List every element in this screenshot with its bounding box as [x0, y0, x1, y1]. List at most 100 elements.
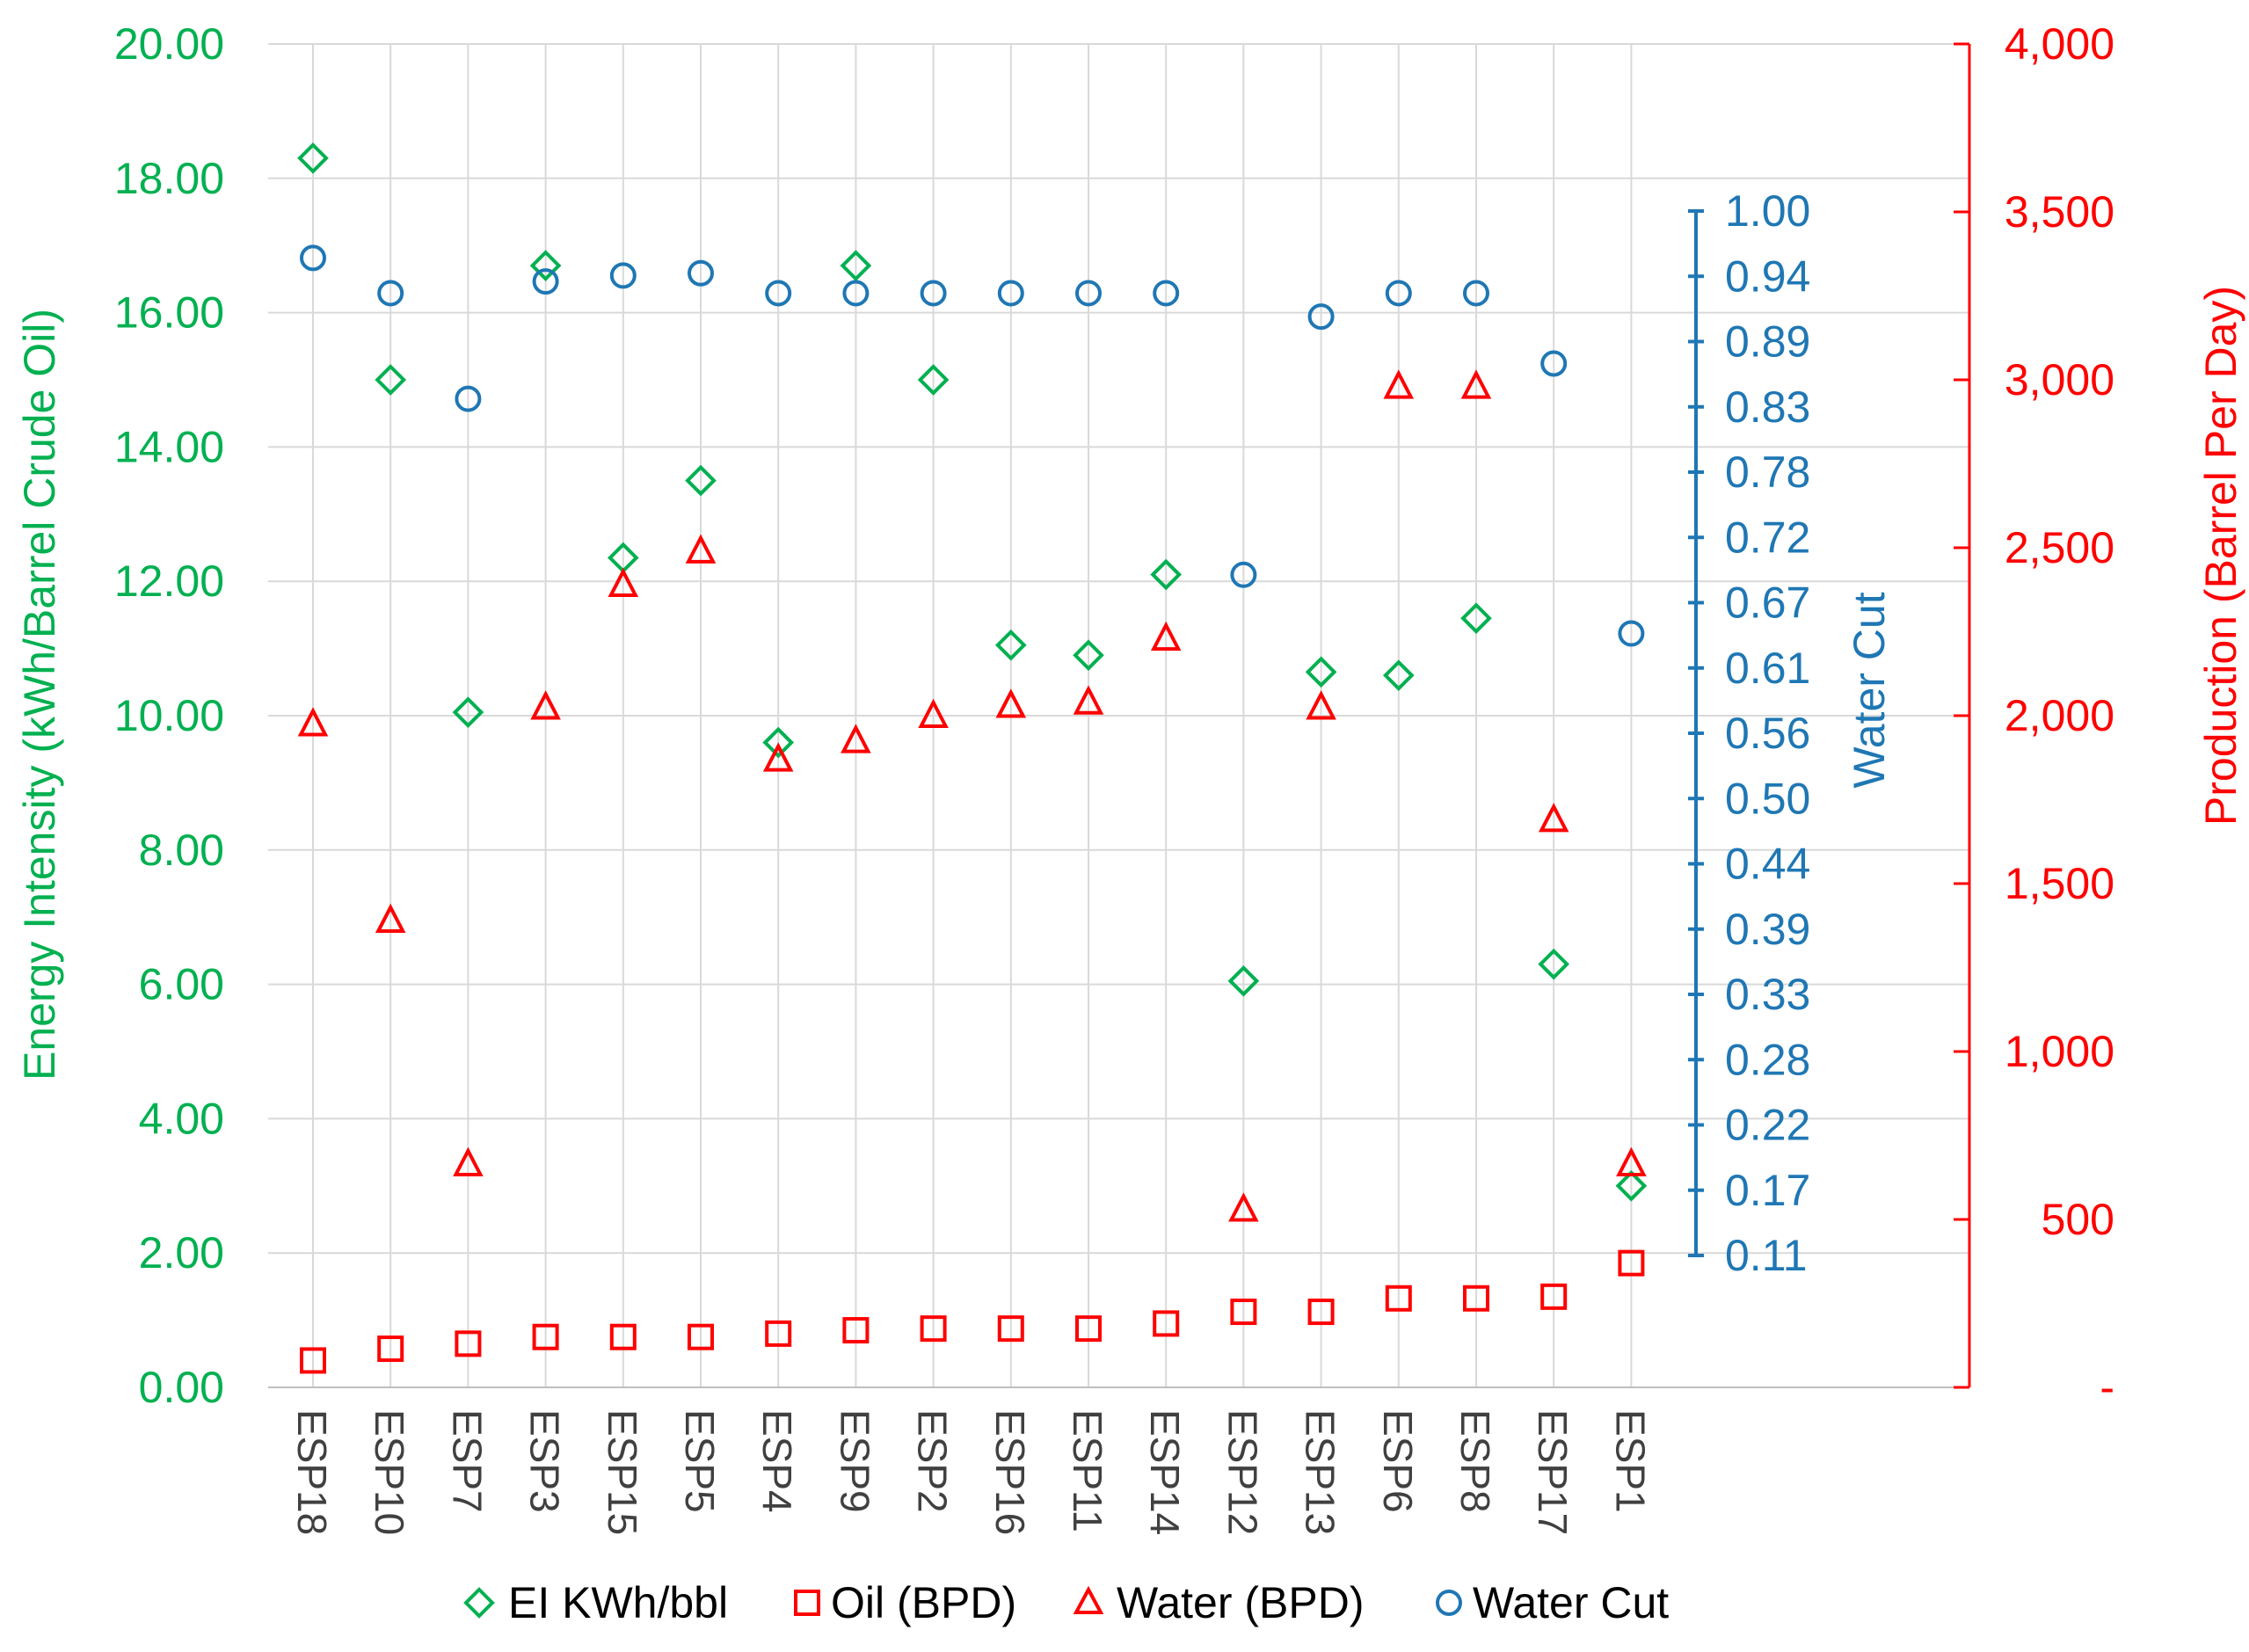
right-tick-label: 3,000 [2005, 355, 2114, 404]
oil-square-marker [1153, 1310, 1180, 1337]
category-tick-label: ESP10 [367, 1409, 412, 1535]
water-cut-circle-marker [609, 262, 637, 289]
water-triangle-marker [1306, 690, 1336, 720]
water-triangle-marker [918, 698, 949, 728]
category-tick-label: ESP14 [1142, 1409, 1188, 1535]
oil-square-marker [765, 1320, 792, 1347]
oil-square-marker [609, 1323, 637, 1350]
water-cut-tick-label: 0.83 [1725, 382, 1810, 432]
category-tick-label: ESP2 [910, 1409, 956, 1513]
category-tick-label: ESP1 [1607, 1409, 1653, 1513]
water-cut-tick-label: 0.94 [1725, 251, 1810, 301]
right-tick-label: 2,500 [2005, 523, 2114, 572]
water-triangle-marker [1460, 369, 1492, 399]
oil-square-marker [842, 1317, 870, 1344]
category-tick-label: ESP4 [754, 1409, 800, 1513]
legend-square-marker [794, 1590, 820, 1616]
ei-diamond-marker [762, 726, 795, 759]
ei-diamond-marker [297, 142, 329, 174]
oil-square-marker [920, 1315, 947, 1343]
water-cut-axis-title: Water Cut [1845, 592, 1894, 788]
water-cut-tick-label: 0.72 [1725, 513, 1810, 562]
water-cut-circle-marker [455, 385, 482, 412]
ei-diamond-marker [1538, 948, 1570, 980]
category-tick-label: ESP12 [1219, 1409, 1265, 1535]
oil-square-marker [300, 1347, 326, 1374]
water-cut-circle-marker [688, 259, 714, 287]
water-triangle-marker [453, 1146, 484, 1176]
left-tick-label: 20.00 [114, 19, 224, 69]
category-tick-label: ESP9 [832, 1409, 877, 1513]
ei-diamond-marker [917, 364, 950, 396]
ei-diamond-marker [529, 250, 562, 281]
oil-square-marker [1307, 1299, 1335, 1326]
axes-layer: 0.00 2.00 4.00 6.00 8.00 10.00 12.00 14.00 16.00… [114, 19, 2114, 1535]
water-cut-tick-label: 0.78 [1725, 448, 1810, 497]
ei-diamond-marker [994, 629, 1027, 661]
oil-square-marker [1075, 1315, 1102, 1343]
water-cut-tick-label: 1.00 [1725, 186, 1810, 236]
water-cut-tick-label: 0.22 [1725, 1101, 1810, 1150]
water-cut-tick-label: 0.44 [1725, 840, 1810, 889]
oil-square-marker [1385, 1284, 1412, 1312]
water-cut-circle-marker [532, 268, 559, 295]
water-triangle-marker [685, 534, 717, 564]
water-triangle-marker [841, 724, 871, 753]
water-cut-circle-marker [920, 280, 947, 307]
water-triangle-marker [1073, 685, 1104, 715]
legend: EI KWh/bbl Oil (BPD) Water (BPD) Water C… [463, 1578, 1669, 1627]
water-triangle-marker [530, 690, 561, 720]
legend-label-water-cut: Water Cut [1473, 1578, 1669, 1627]
water-cut-circle-marker [377, 280, 404, 307]
water-cut-circle-marker [997, 280, 1024, 307]
water-cut-tick-label: 0.17 [1725, 1166, 1810, 1215]
water-cut-circle-marker [1230, 561, 1257, 588]
water-cut-tick-label: 0.56 [1725, 709, 1810, 758]
water-cut-circle-marker [300, 244, 326, 272]
oil-square-marker [377, 1335, 404, 1363]
ei-diamond-marker [1460, 602, 1492, 635]
category-tick-label: ESP7 [444, 1409, 490, 1513]
right-tick-label: 3,500 [2005, 187, 2114, 237]
oil-square-marker [1540, 1283, 1568, 1310]
oil-square-marker [1230, 1299, 1257, 1326]
water-cut-tick-label: 0.61 [1725, 644, 1810, 693]
water-cut-tick-label: 0.11 [1725, 1231, 1808, 1280]
water-cut-tick-label: 0.50 [1725, 774, 1810, 823]
water-cut-tick-label: 0.33 [1725, 970, 1810, 1019]
water-triangle-marker [1150, 621, 1182, 651]
category-tick-label: ESP13 [1298, 1409, 1343, 1535]
oil-square-marker [532, 1323, 559, 1350]
water-triangle-marker [1616, 1146, 1647, 1176]
water-cut-circle-marker [1540, 350, 1568, 377]
oil-square-marker [688, 1323, 714, 1350]
right-axis-title: Production (Barrel Per Day) [2196, 286, 2245, 826]
ei-diamond-marker [1150, 558, 1183, 591]
category-tick-label: ESP11 [1065, 1409, 1110, 1532]
ei-diamond-marker [1073, 639, 1104, 672]
ei-diamond-marker [840, 250, 872, 281]
water-cut-circle-marker [1618, 620, 1645, 647]
grid-layer [268, 43, 1969, 1388]
water-cut-circle-marker [765, 280, 792, 307]
ei-diamond-marker [685, 464, 717, 497]
legend-circle-marker [1436, 1590, 1462, 1616]
category-tick-label: ESP15 [600, 1409, 645, 1535]
left-tick-label: 2.00 [139, 1228, 224, 1277]
left-tick-label: 4.00 [139, 1094, 224, 1143]
water-triangle-marker [762, 742, 794, 772]
water-cut-circle-marker [1463, 280, 1489, 307]
ei-diamond-marker [1615, 1169, 1648, 1202]
category-tick-label: ESP17 [1530, 1409, 1576, 1535]
water-cut-circle-marker [1075, 280, 1102, 307]
right-tick-label: - [2100, 1363, 2114, 1412]
right-tick-label: 1,500 [2005, 859, 2114, 908]
water-cut-tick-label: 0.39 [1725, 905, 1810, 954]
oil-square-marker [997, 1315, 1024, 1343]
water-cut-circle-marker [1153, 280, 1180, 307]
water-triangle-marker [1383, 369, 1415, 399]
ei-diamond-marker [1305, 656, 1337, 688]
legend-label-water: Water (BPD) [1117, 1578, 1365, 1627]
water-cut-circle-marker [842, 280, 870, 307]
water-cut-tick-label: 0.67 [1725, 579, 1810, 628]
